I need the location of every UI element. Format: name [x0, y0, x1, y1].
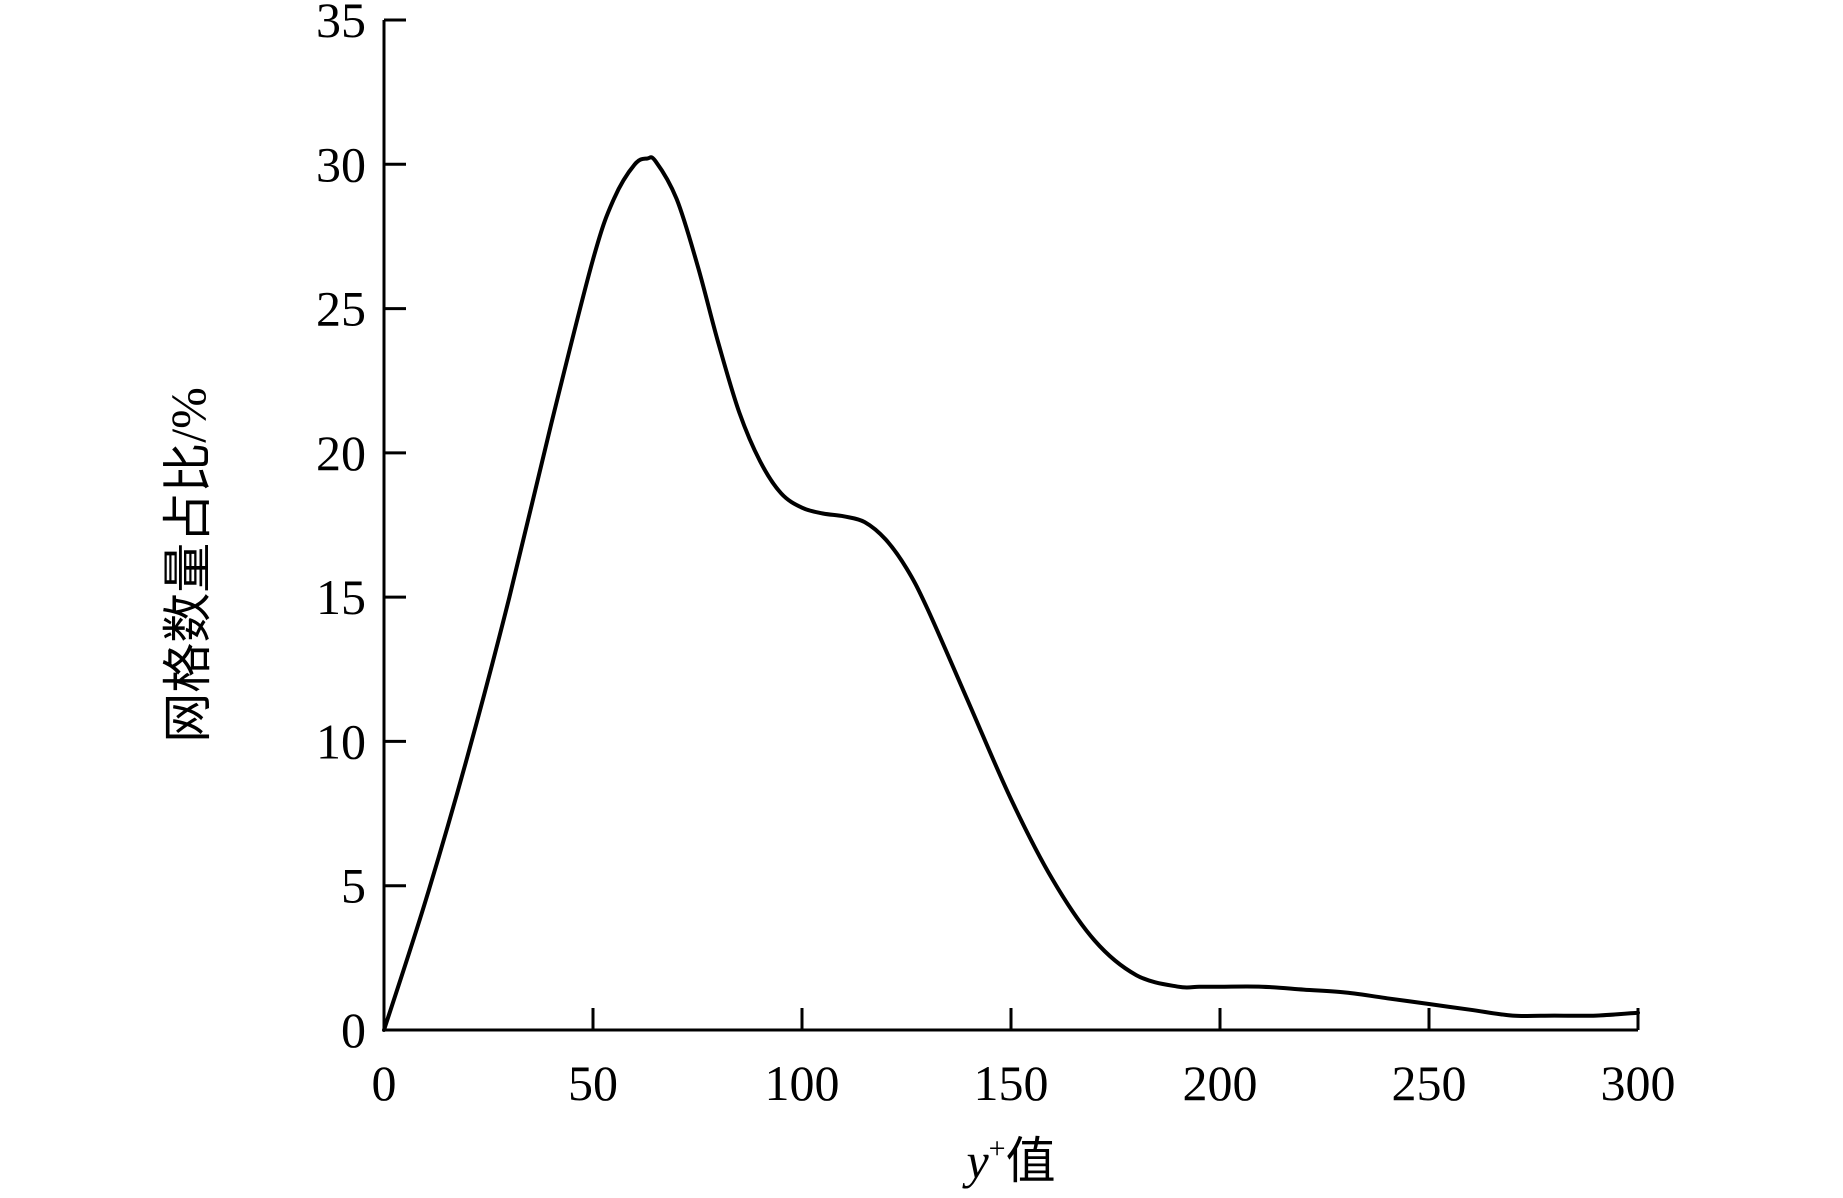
- y-tick-label: 25: [316, 281, 366, 337]
- series-layer: [382, 155, 1640, 1032]
- y-tick-label: 20: [316, 425, 366, 481]
- axes: [382, 20, 1638, 1032]
- x-tick-label: 100: [765, 1055, 840, 1111]
- x-tick-label: 0: [372, 1055, 397, 1111]
- x-axis-label-suffix: 值: [1006, 1133, 1056, 1189]
- x-tick-label: 250: [1392, 1055, 1467, 1111]
- y-tick-label: 35: [316, 0, 366, 48]
- series-line: [382, 155, 1640, 1032]
- y-tick-label: 0: [341, 1002, 366, 1058]
- x-axis-label: y+值: [961, 1132, 1055, 1189]
- x-axis-label-variable: y: [961, 1133, 989, 1189]
- y-ticks: 0 5 10 15 20 25 30 35: [316, 0, 406, 1058]
- x-tick-label: 50: [568, 1055, 618, 1111]
- x-tick-label: 150: [974, 1055, 1049, 1111]
- y-tick-label: 5: [341, 858, 366, 914]
- y-tick-label: 30: [316, 136, 366, 192]
- y-axis-label: 网格数量占比/%: [160, 387, 216, 743]
- x-tick-label: 300: [1601, 1055, 1676, 1111]
- y-tick-label: 15: [316, 569, 366, 625]
- x-ticks: 0 50 100 150 200 250 300: [372, 1008, 1676, 1111]
- x-axis-label-superscript: +: [989, 1132, 1006, 1165]
- x-tick-label: 200: [1183, 1055, 1258, 1111]
- y-tick-label: 10: [316, 713, 366, 769]
